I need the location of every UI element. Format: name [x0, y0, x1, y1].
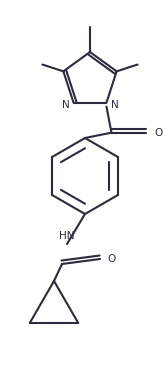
Text: O: O: [154, 127, 163, 138]
Text: N: N: [62, 100, 69, 109]
Text: O: O: [108, 254, 116, 264]
Text: HN: HN: [59, 231, 75, 241]
Text: N: N: [111, 100, 118, 109]
